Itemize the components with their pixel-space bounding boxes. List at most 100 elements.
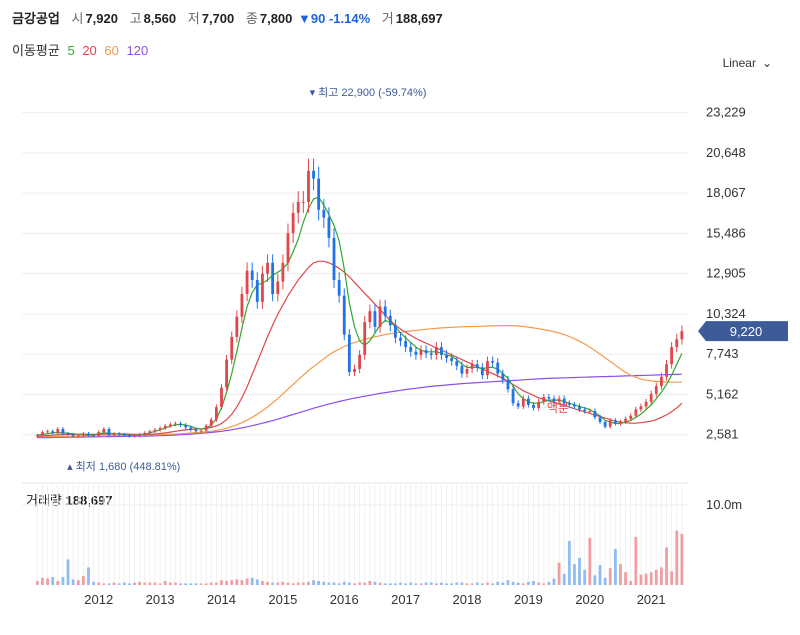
volume-bar xyxy=(209,582,213,585)
candle-body xyxy=(332,237,336,280)
candle-body xyxy=(107,428,111,436)
candle-body xyxy=(286,233,290,263)
candle-body xyxy=(680,331,684,340)
volume-bar xyxy=(496,581,500,585)
scale-label: Linear xyxy=(722,56,756,70)
candle-body xyxy=(388,315,392,326)
volume-bar xyxy=(624,572,627,585)
candle-body xyxy=(613,420,617,424)
y-tick-label: 18,067 xyxy=(706,185,746,200)
candle-body xyxy=(245,270,249,295)
ma5-legend: 5 xyxy=(67,43,75,58)
volume-bar xyxy=(353,583,356,585)
volume-bar xyxy=(168,582,172,585)
candle-body xyxy=(465,368,469,374)
volume-bar xyxy=(97,582,101,585)
volume-bar xyxy=(163,581,167,585)
volume-bar xyxy=(470,583,474,585)
x-tick-label: 2013 xyxy=(146,592,175,607)
volume-bar xyxy=(455,582,459,585)
candle-body xyxy=(578,406,581,410)
volume-bar xyxy=(158,583,162,585)
volume-bar xyxy=(675,530,679,585)
volume-bar xyxy=(378,582,382,585)
volume-bar xyxy=(271,582,275,585)
volume-bar xyxy=(332,582,336,585)
volume-bar xyxy=(573,564,576,585)
volume-bar xyxy=(138,581,142,585)
volume-bar xyxy=(87,567,90,585)
stock-name: 금강공업 xyxy=(12,11,60,26)
candle-body xyxy=(133,435,136,437)
low-annotation: ▴ 최저 1,680 (448.81%) xyxy=(67,460,180,473)
candle-body xyxy=(588,411,592,413)
volume-bar xyxy=(143,582,147,585)
split-annotation: 액분 xyxy=(547,401,569,415)
volume-bar xyxy=(148,582,152,585)
candle-body xyxy=(143,432,147,435)
volume-bar xyxy=(194,583,198,585)
candle-body xyxy=(128,435,131,437)
x-tick-label: 2016 xyxy=(330,592,359,607)
volume-bar xyxy=(153,582,157,585)
candle-body xyxy=(71,434,75,436)
volume-bar xyxy=(608,568,612,585)
candle-body xyxy=(250,270,254,280)
candle-body xyxy=(220,387,223,408)
volume-bar xyxy=(527,581,530,585)
moving-average-label: 이동평균 xyxy=(12,43,60,58)
candle-body xyxy=(491,361,495,363)
candle-body xyxy=(296,202,300,213)
volume-bar xyxy=(547,581,551,585)
volume-bar xyxy=(71,579,75,585)
volume-bar xyxy=(373,581,377,585)
x-tick-label: 2014 xyxy=(207,592,236,607)
volume-bar xyxy=(460,582,464,585)
volume-bar xyxy=(301,582,305,585)
candle-body xyxy=(347,334,351,373)
candle-body xyxy=(368,311,372,323)
y-tick-label: 20,648 xyxy=(706,145,746,160)
volume-bar xyxy=(491,583,495,585)
volume-bar xyxy=(133,582,136,585)
candle-body xyxy=(634,409,638,416)
candle-body xyxy=(266,262,269,274)
volume-bar xyxy=(174,582,177,585)
volume-bar xyxy=(393,583,397,585)
candle-body xyxy=(557,398,561,402)
volume-bar xyxy=(291,583,295,585)
candle-body xyxy=(276,281,280,295)
candle-body xyxy=(35,435,39,437)
candle-body xyxy=(475,364,479,368)
open-label: 시 xyxy=(71,11,84,26)
scale-selector[interactable]: Linear ⌄ xyxy=(723,56,772,70)
volume-bar xyxy=(81,576,85,585)
volume-bar xyxy=(619,564,622,585)
volume-bar xyxy=(245,578,249,585)
candle-body xyxy=(516,403,520,407)
last-price-tag xyxy=(698,321,788,342)
candle-body xyxy=(542,397,546,402)
candle-body xyxy=(81,433,85,436)
volume-bar xyxy=(266,581,269,585)
y-tick-label: 5,162 xyxy=(706,386,739,401)
candle-body xyxy=(496,362,500,374)
candle-body xyxy=(66,433,70,435)
candle-body xyxy=(153,429,157,432)
candle-body xyxy=(46,431,49,433)
volume-bar xyxy=(501,582,505,585)
candle-body xyxy=(92,435,96,437)
volume-bar xyxy=(537,582,541,585)
volume-bar xyxy=(56,581,60,585)
candle-body xyxy=(112,433,116,436)
candle-body xyxy=(327,217,331,238)
x-tick-label: 2012 xyxy=(84,592,113,607)
volume-bar xyxy=(414,583,418,585)
volume-bar xyxy=(51,577,55,585)
candle-body xyxy=(649,393,653,402)
volume-bar xyxy=(35,581,39,585)
candle-body xyxy=(337,280,341,296)
candle-body xyxy=(163,425,167,429)
x-tick-label: 2021 xyxy=(637,592,666,607)
